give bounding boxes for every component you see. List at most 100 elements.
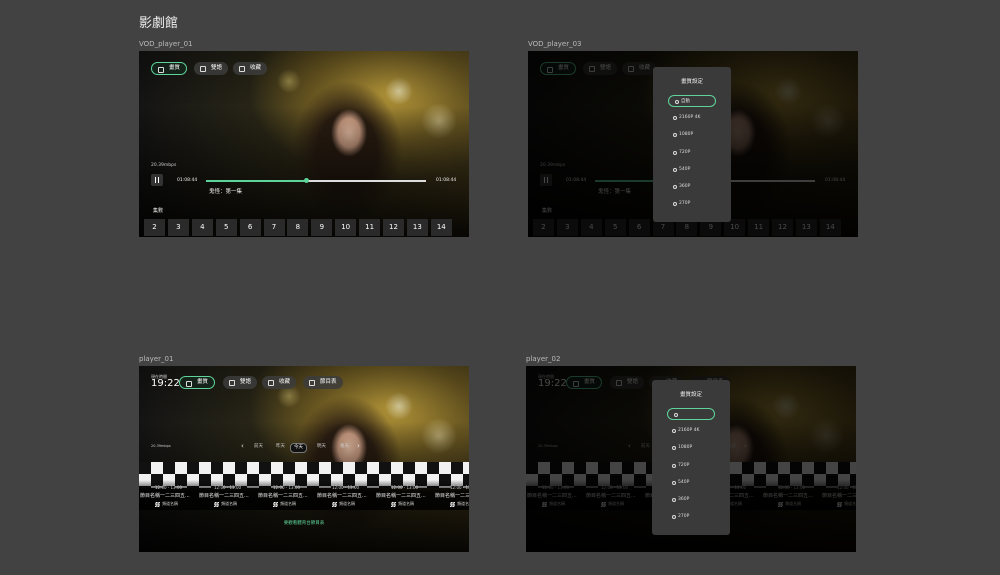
episode-button[interactable]: 13 [406,219,428,236]
video-shade [139,366,469,552]
program-time: 12:00 - 13:00 [155,485,183,490]
episode-button[interactable]: 9 [311,219,333,236]
quality-option[interactable] [667,408,715,420]
channel-icon [273,502,278,507]
episode-button[interactable]: 5 [215,219,237,236]
dialog-title: 畫質設定 [680,79,703,85]
radio [673,202,677,207]
quality-option[interactable]: 270P [667,198,717,210]
program-name: 節目名稱一二三四五... [317,493,367,499]
radio [673,167,677,172]
program-channel: 頻道名稱 [457,501,469,506]
bitrate: 20.39mbps [151,163,177,168]
control-button[interactable]: 收藏 [233,62,268,75]
schedule-link[interactable]: 要觀看體育台節目表 [283,521,325,526]
program-time: 12:00 - 13:00 [332,485,360,490]
episode-button[interactable]: 3 [167,219,189,236]
frame-label: player_01 [139,355,174,363]
control-button[interactable]: 節目表 [303,376,343,389]
day-prev[interactable]: ‹ [241,442,244,450]
radio [672,446,676,451]
episode-button[interactable]: 8 [287,219,309,236]
day-tab[interactable]: 昨天 [276,444,285,449]
episode-button[interactable]: 11 [359,219,381,236]
quality-option[interactable]: 2160P 4K [667,112,717,124]
quality-option[interactable]: 自動 [668,95,716,107]
quality-option[interactable]: 360P [666,494,716,506]
button-icon [200,65,206,72]
quality-option[interactable]: 540P [666,477,716,489]
button-icon [186,380,192,387]
control-button[interactable]: 雙語 [194,62,229,75]
episode-button[interactable]: 12 [383,219,404,236]
channel-icon [214,502,219,507]
day-tab[interactable]: 後天 [340,444,349,449]
quality-option[interactable]: 2160P 4K [666,425,716,437]
quality-option[interactable]: 540P [667,164,717,176]
day-tab[interactable]: 前天 [254,444,263,449]
episode-button[interactable]: 7 [263,219,285,236]
pause-bar [155,177,157,183]
button-icon [239,65,245,72]
quality-option[interactable]: 1080P [667,129,717,141]
strip-fade [139,480,469,510]
progress-track [206,180,426,182]
quality-option[interactable]: 720P [667,147,717,159]
dialog-title: 畫質設定 [679,392,702,398]
clock-label: 現在時間 [151,374,167,379]
control-button[interactable]: 畫質 [179,376,216,389]
radio [672,498,676,502]
program-card[interactable]: 12:00 - 13:00 節目名稱一二三四五... 頻道名稱 [376,482,434,522]
day-tab[interactable]: 明天 [317,444,326,449]
program-card[interactable]: 12:00 - 13:00 節目名稱一二三四五... 頻道名稱 [435,482,469,522]
button-icon [229,379,235,386]
quality-option[interactable]: 720P [666,460,716,472]
control-button[interactable]: 畫質 [151,62,188,75]
time-total: 01:08:44 [436,178,457,183]
bitrate: 20.39mbps [151,444,171,448]
radio [673,116,677,121]
program-channel: 頻道名稱 [162,501,178,506]
program-channel: 頻道名稱 [221,501,237,506]
episode-title: 鬼怪：第一集 [209,189,243,195]
progress-fill [206,180,307,182]
program-time: 12:00 - 13:00 [214,485,242,490]
quality-option[interactable]: 270P [666,511,716,523]
channel-icon [450,502,455,507]
pause-button[interactable] [151,174,163,186]
frame-label: player_02 [526,355,561,363]
episode-button[interactable]: 14 [430,219,452,236]
channel-icon [332,502,337,507]
episode-button[interactable]: 4 [191,219,213,236]
program-name: 節目名稱一二三四五... [199,493,249,499]
episode-button[interactable]: 6 [239,219,261,236]
frame-label: VOD_player_03 [528,40,582,48]
program-time: 12:00 - 13:00 [391,485,419,490]
quality-option[interactable]: 360P [667,181,717,193]
player-frame: 現在時間19:22畫質雙語收藏節目表20.39mbps‹前天昨天今天明天後天›1… [526,366,856,552]
episode-button[interactable]: 10 [335,219,357,236]
program-channel: 頻道名稱 [398,501,414,506]
pause-bar [158,177,160,183]
control-button[interactable]: 雙語 [223,376,258,389]
episode-button[interactable]: 2 [144,219,165,236]
program-channel: 頻道名稱 [280,501,296,506]
radio [672,480,676,485]
program-time: 12:00 - 13:00 [273,485,301,490]
program-name: 節目名稱一二三四五... [140,493,190,499]
quality-option[interactable]: 1080P [666,442,716,454]
day-next[interactable]: › [357,442,360,450]
program-card[interactable]: 12:00 - 13:00 節目名稱一二三四五... 頻道名稱 [258,482,316,522]
radio [674,413,678,417]
page-title: 影劇館 [139,16,179,31]
program-card[interactable]: 12:00 - 13:00 節目名稱一二三四五... 頻道名稱 [199,482,257,522]
control-button[interactable]: 收藏 [262,376,297,389]
progress-knob[interactable] [304,178,309,183]
program-card[interactable]: 12:00 - 13:00 節目名稱一二三四五... 頻道名稱 [140,482,198,522]
program-card[interactable]: 12:00 - 13:00 節目名稱一二三四五... 頻道名稱 [317,482,375,522]
button-icon [268,379,274,386]
day-tab[interactable]: 今天 [290,443,307,453]
channel-icon [155,502,160,507]
radio [675,100,679,104]
